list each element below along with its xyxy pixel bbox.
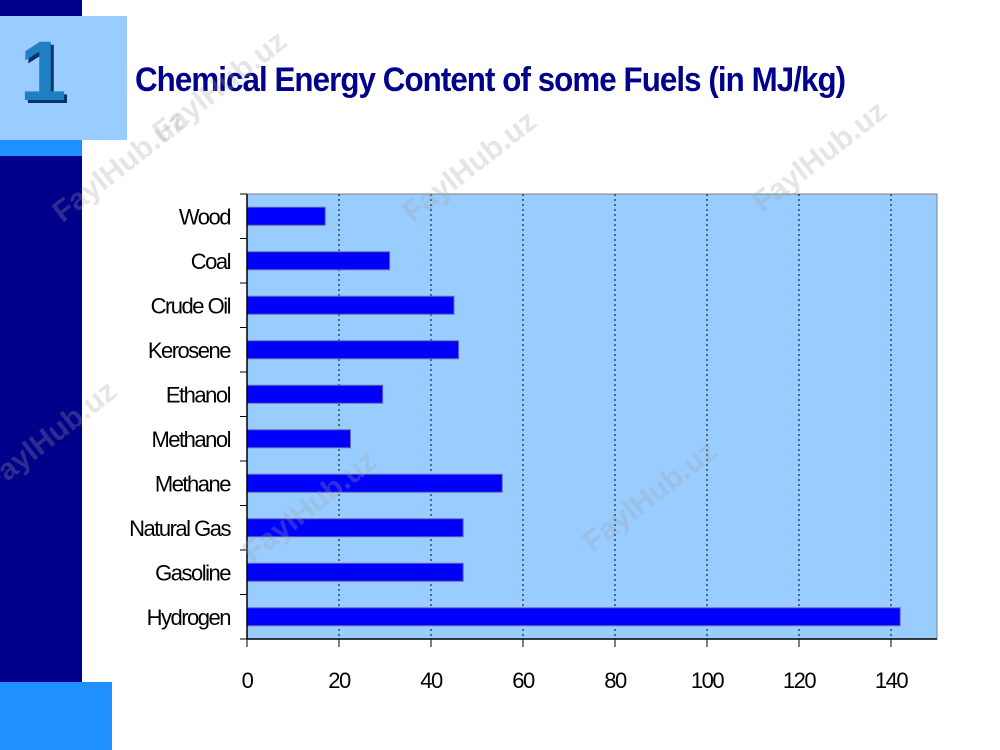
x-tick-label: 80	[604, 668, 627, 693]
bar	[246, 295, 455, 315]
axes	[240, 193, 937, 647]
slide-number: 1	[19, 24, 67, 118]
category-label: Methane	[155, 471, 231, 496]
bar	[246, 251, 391, 271]
category-label: Gasoline	[155, 560, 231, 585]
category-label: Methanol	[151, 427, 230, 452]
x-tick-label: 140	[875, 668, 908, 693]
slide-number-box	[0, 16, 127, 140]
category-label: Ethanol	[166, 382, 231, 407]
bar	[246, 429, 351, 449]
x-tick-label: 20	[328, 668, 351, 693]
bars	[246, 206, 901, 627]
category-label: Natural Gas	[129, 516, 231, 541]
bar	[246, 206, 326, 226]
x-tick-label: 60	[512, 668, 535, 693]
category-label: Wood	[179, 204, 230, 229]
x-tick-label: 40	[420, 668, 443, 693]
category-label: Kerosene	[148, 338, 231, 363]
x-tick-label: 120	[783, 668, 816, 693]
category-label: Hydrogen	[147, 605, 231, 630]
x-tick-label: 0	[242, 668, 254, 693]
category-label: Coal	[191, 249, 231, 274]
category-label: Crude Oil	[151, 293, 231, 318]
bar	[246, 518, 464, 538]
bar	[246, 340, 460, 360]
bar	[246, 384, 384, 404]
bar	[246, 562, 464, 582]
bar	[246, 607, 901, 627]
chart-title: Chemical Energy Content of some Fuels (i…	[135, 61, 846, 99]
bottom-accent-block	[0, 682, 112, 750]
axis-labels: Wood Coal Crude Oil Kerosene Ethanol Methanol…	[129, 204, 910, 693]
bar	[246, 473, 503, 493]
x-tick-label: 100	[691, 668, 724, 693]
slide-number-underline	[0, 140, 82, 156]
